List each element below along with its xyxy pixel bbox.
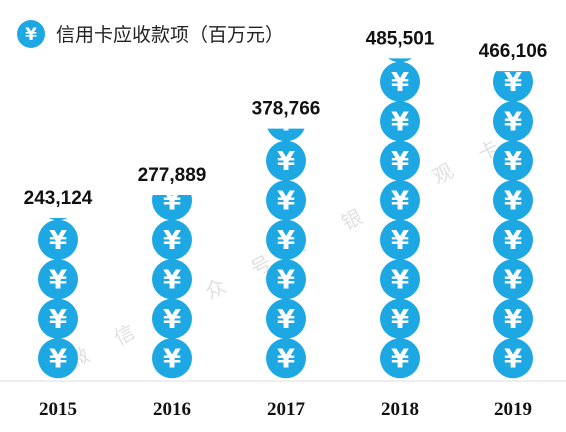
yen-coin: ¥ [266, 338, 306, 379]
yen-coin: ¥ [380, 259, 420, 300]
yen-coin-icon [17, 20, 45, 48]
yen-coin: ¥ [266, 140, 306, 181]
data-label-2017: 378,766 [252, 99, 321, 120]
bar-2016: ¥ ¥ ¥ ¥ ¥ [152, 186, 192, 379]
bar-2017: ¥ ¥ ¥ ¥ ¥ ¥ ¥ [266, 107, 306, 379]
svg-text:¥: ¥ [49, 344, 67, 374]
yen-coin: ¥ [48, 217, 68, 221]
svg-text:¥: ¥ [504, 68, 522, 98]
x-axis: 2015 2016 2017 2018 2019 [39, 399, 532, 420]
x-tick-2015: 2015 [39, 399, 77, 420]
yen-coin: ¥ [380, 180, 420, 221]
yen-coin: ¥ [152, 259, 192, 300]
x-tick-2017: 2017 [267, 399, 306, 420]
yen-coin: ¥ [493, 180, 533, 221]
svg-text:¥: ¥ [49, 265, 67, 295]
yen-coin: ¥ [38, 338, 78, 379]
x-tick-2018: 2018 [381, 399, 419, 420]
svg-text:¥: ¥ [277, 107, 295, 137]
svg-text:¥: ¥ [277, 344, 295, 374]
bar-2018: ¥ ¥ ¥ ¥ ¥ ¥ ¥ ¥ ¥ [380, 58, 420, 379]
yen-coin: ¥ [380, 298, 420, 339]
yen-coin: ¥ [493, 68, 533, 102]
yen-coin: ¥ [266, 298, 306, 339]
svg-text:¥: ¥ [391, 344, 409, 374]
chart-title: 信用卡应收款项（百万元） [56, 24, 284, 46]
yen-coin: ¥ [152, 219, 192, 260]
svg-text:¥: ¥ [163, 226, 181, 256]
yen-coin: ¥ [266, 259, 306, 300]
yen-coin: ¥ [152, 298, 192, 339]
svg-text:¥: ¥ [277, 265, 295, 295]
svg-text:¥: ¥ [504, 265, 522, 295]
yen-coin: ¥ [493, 101, 533, 142]
yen-coin: ¥ [380, 101, 420, 142]
data-label-2016: 277,889 [138, 165, 207, 186]
yen-coin: ¥ [267, 107, 305, 142]
yen-coin: ¥ [380, 219, 420, 260]
svg-text:¥: ¥ [391, 68, 409, 98]
svg-text:¥: ¥ [504, 226, 522, 256]
svg-text:¥: ¥ [49, 305, 67, 335]
bar-2015: ¥ ¥ ¥ ¥ ¥ [38, 217, 78, 379]
svg-text:¥: ¥ [163, 186, 181, 216]
svg-text:¥: ¥ [163, 265, 181, 295]
svg-text:¥: ¥ [277, 226, 295, 256]
watermark-char: 众 [201, 274, 230, 304]
svg-text:¥: ¥ [391, 147, 409, 177]
yen-coin: ¥ [266, 219, 306, 260]
yen-coin: ¥ [380, 140, 420, 181]
data-label-2018: 485,501 [366, 28, 435, 49]
svg-text:¥: ¥ [504, 147, 522, 177]
x-tick-2019: 2019 [494, 399, 532, 420]
x-tick-2016: 2016 [153, 399, 191, 420]
yen-coin: ¥ [388, 58, 412, 63]
svg-text:¥: ¥ [504, 305, 522, 335]
yen-coin: ¥ [380, 61, 420, 102]
yen-coin: ¥ [493, 219, 533, 260]
yen-coin: ¥ [493, 298, 533, 339]
yen-coin: ¥ [38, 259, 78, 300]
yen-coin: ¥ [152, 186, 192, 221]
bars: ¥ ¥ ¥ ¥ ¥ ¥ ¥ ¥ ¥ ¥ ¥ ¥ ¥ ¥ ¥ ¥ ¥ ¥ ¥ ¥ ¥ ¥ ¥ ¥ ¥ ¥ ¥ ¥ ¥ ¥ ¥ ¥ ¥ ¥ [38, 58, 533, 379]
svg-text:¥: ¥ [391, 265, 409, 295]
data-label-2019: 466,106 [479, 41, 548, 62]
svg-text:¥: ¥ [163, 344, 181, 374]
yen-coin: ¥ [493, 338, 533, 379]
watermark-char: 观 [428, 159, 457, 189]
watermark-char: 银 [337, 205, 366, 235]
yen-coin: ¥ [152, 338, 192, 379]
yen-glyph: ¥ [25, 25, 37, 45]
bar-2019: ¥ ¥ ¥ ¥ ¥ ¥ ¥ ¥ [493, 68, 533, 379]
svg-text:¥: ¥ [391, 226, 409, 256]
yen-coin: ¥ [266, 180, 306, 221]
yen-coin: ¥ [493, 140, 533, 181]
yen-coin: ¥ [38, 298, 78, 339]
data-label-2015: 243,124 [24, 188, 93, 209]
svg-text:¥: ¥ [277, 305, 295, 335]
svg-text:¥: ¥ [391, 305, 409, 335]
svg-text:¥: ¥ [163, 305, 181, 335]
svg-text:¥: ¥ [277, 147, 295, 177]
svg-text:¥: ¥ [49, 226, 67, 256]
svg-text:¥: ¥ [277, 186, 295, 216]
yen-coin: ¥ [38, 219, 78, 260]
value-labels: 243,124 277,889 378,766 485,501 466,106 [24, 28, 548, 209]
svg-text:¥: ¥ [391, 186, 409, 216]
svg-text:¥: ¥ [504, 344, 522, 374]
watermark-char: 信 [110, 320, 139, 350]
svg-text:¥: ¥ [504, 107, 522, 137]
svg-text:¥: ¥ [391, 107, 409, 137]
yen-coin: ¥ [493, 259, 533, 300]
chart-header: ¥ 信用卡应收款项（百万元） [17, 20, 284, 48]
yen-coin: ¥ [380, 338, 420, 379]
svg-text:¥: ¥ [504, 186, 522, 216]
